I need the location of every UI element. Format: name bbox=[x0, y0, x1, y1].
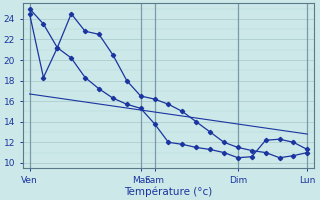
X-axis label: Température (°c): Température (°c) bbox=[124, 186, 212, 197]
